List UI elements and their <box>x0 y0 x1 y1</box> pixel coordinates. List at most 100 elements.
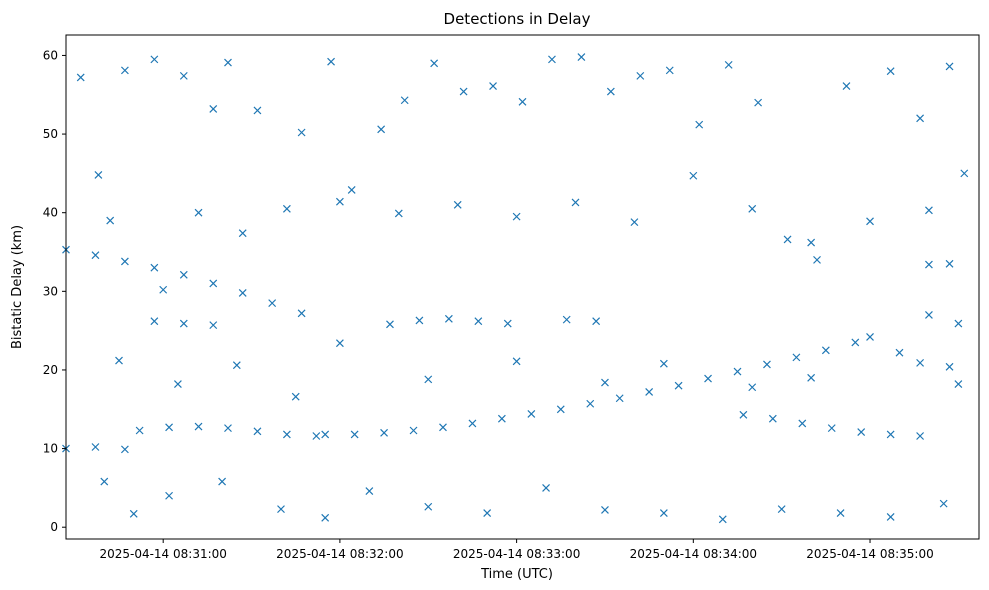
data-point <box>209 279 218 288</box>
data-point <box>232 361 241 370</box>
data-point <box>695 120 704 129</box>
data-point <box>194 208 203 217</box>
y-tick-label: 40 <box>43 206 58 220</box>
data-point <box>733 367 742 376</box>
data-point <box>218 477 227 486</box>
data-point <box>571 198 580 207</box>
data-point <box>179 319 188 328</box>
data-point <box>179 71 188 80</box>
data-point <box>645 388 654 396</box>
data-point <box>674 381 683 390</box>
data-point <box>424 375 433 384</box>
data-point <box>748 204 757 213</box>
data-point <box>483 509 492 517</box>
data-point <box>748 383 757 392</box>
data-point <box>173 380 182 389</box>
data-point <box>606 87 615 96</box>
x-tick-label: 2025-04-14 08:33:00 <box>453 547 580 561</box>
data-point <box>224 424 232 433</box>
data-point <box>630 218 639 227</box>
data-point <box>468 419 477 428</box>
data-point <box>945 362 954 371</box>
data-point <box>783 235 792 244</box>
data-point <box>851 338 860 347</box>
data-point <box>238 288 247 297</box>
data-point <box>659 509 668 517</box>
data-point <box>297 309 306 318</box>
data-point <box>807 373 816 382</box>
data-point <box>615 394 624 403</box>
y-tick-label: 10 <box>43 442 58 456</box>
data-point <box>821 346 830 355</box>
data-point <box>268 299 277 308</box>
data-point <box>474 317 483 326</box>
y-tick-label: 50 <box>43 127 58 141</box>
data-point <box>527 410 536 418</box>
y-tick-label: 30 <box>43 284 58 298</box>
data-point <box>335 339 344 348</box>
data-point <box>548 55 556 64</box>
data-point <box>224 58 232 67</box>
data-point <box>453 200 462 209</box>
x-axis: 2025-04-14 08:31:00 2025-04-14 08:32:00 20… <box>99 539 934 561</box>
plot-frame <box>65 34 980 540</box>
x-tick-label: 2025-04-14 08:34:00 <box>630 547 757 561</box>
data-point <box>282 430 291 439</box>
data-point <box>886 513 895 521</box>
data-point <box>91 251 100 260</box>
data-point <box>792 353 801 362</box>
y-axis: 0 10 20 30 40 50 60 <box>43 48 66 534</box>
data-point <box>91 443 100 451</box>
data-point <box>365 487 374 495</box>
data-point <box>459 87 468 96</box>
data-point <box>94 171 103 179</box>
data-point <box>282 204 291 213</box>
data-point <box>916 358 925 367</box>
data-point <box>939 499 948 508</box>
data-point <box>704 374 712 383</box>
data-point <box>430 59 439 68</box>
data-point <box>120 257 129 266</box>
data-point <box>813 255 821 264</box>
data-point <box>925 206 933 215</box>
data-point <box>518 97 527 106</box>
data-point <box>665 66 674 75</box>
data-point <box>512 357 521 366</box>
data-point <box>724 60 733 69</box>
data-point <box>415 316 424 325</box>
data-point <box>386 320 394 329</box>
data-point <box>253 427 262 436</box>
data-point <box>129 509 138 518</box>
data-point <box>115 356 123 365</box>
data-point <box>798 419 807 428</box>
data-point <box>400 96 409 105</box>
data-point <box>689 171 698 180</box>
data-point <box>409 426 418 435</box>
data-point <box>777 505 786 514</box>
data-point <box>377 125 386 134</box>
data-point <box>106 216 115 225</box>
data-point <box>347 185 356 194</box>
data-point <box>512 212 521 221</box>
data-point <box>503 319 512 328</box>
data-point <box>394 209 403 218</box>
data-point <box>601 378 609 387</box>
data-point <box>100 477 109 486</box>
data-point <box>439 423 447 432</box>
data-point <box>925 310 933 319</box>
data-point <box>297 128 306 137</box>
data-point <box>857 428 866 436</box>
data-point <box>76 73 85 82</box>
data-point <box>754 98 763 107</box>
data-point <box>238 229 247 238</box>
data-point <box>194 422 203 431</box>
data-point <box>489 82 497 91</box>
data-point <box>120 445 129 454</box>
data-point <box>209 104 218 113</box>
x-axis-label: Time (UTC) <box>480 567 553 582</box>
data-point <box>763 360 771 369</box>
data-point <box>807 238 816 247</box>
data-point <box>542 483 550 492</box>
data-point <box>335 197 344 206</box>
data-point <box>886 430 895 439</box>
